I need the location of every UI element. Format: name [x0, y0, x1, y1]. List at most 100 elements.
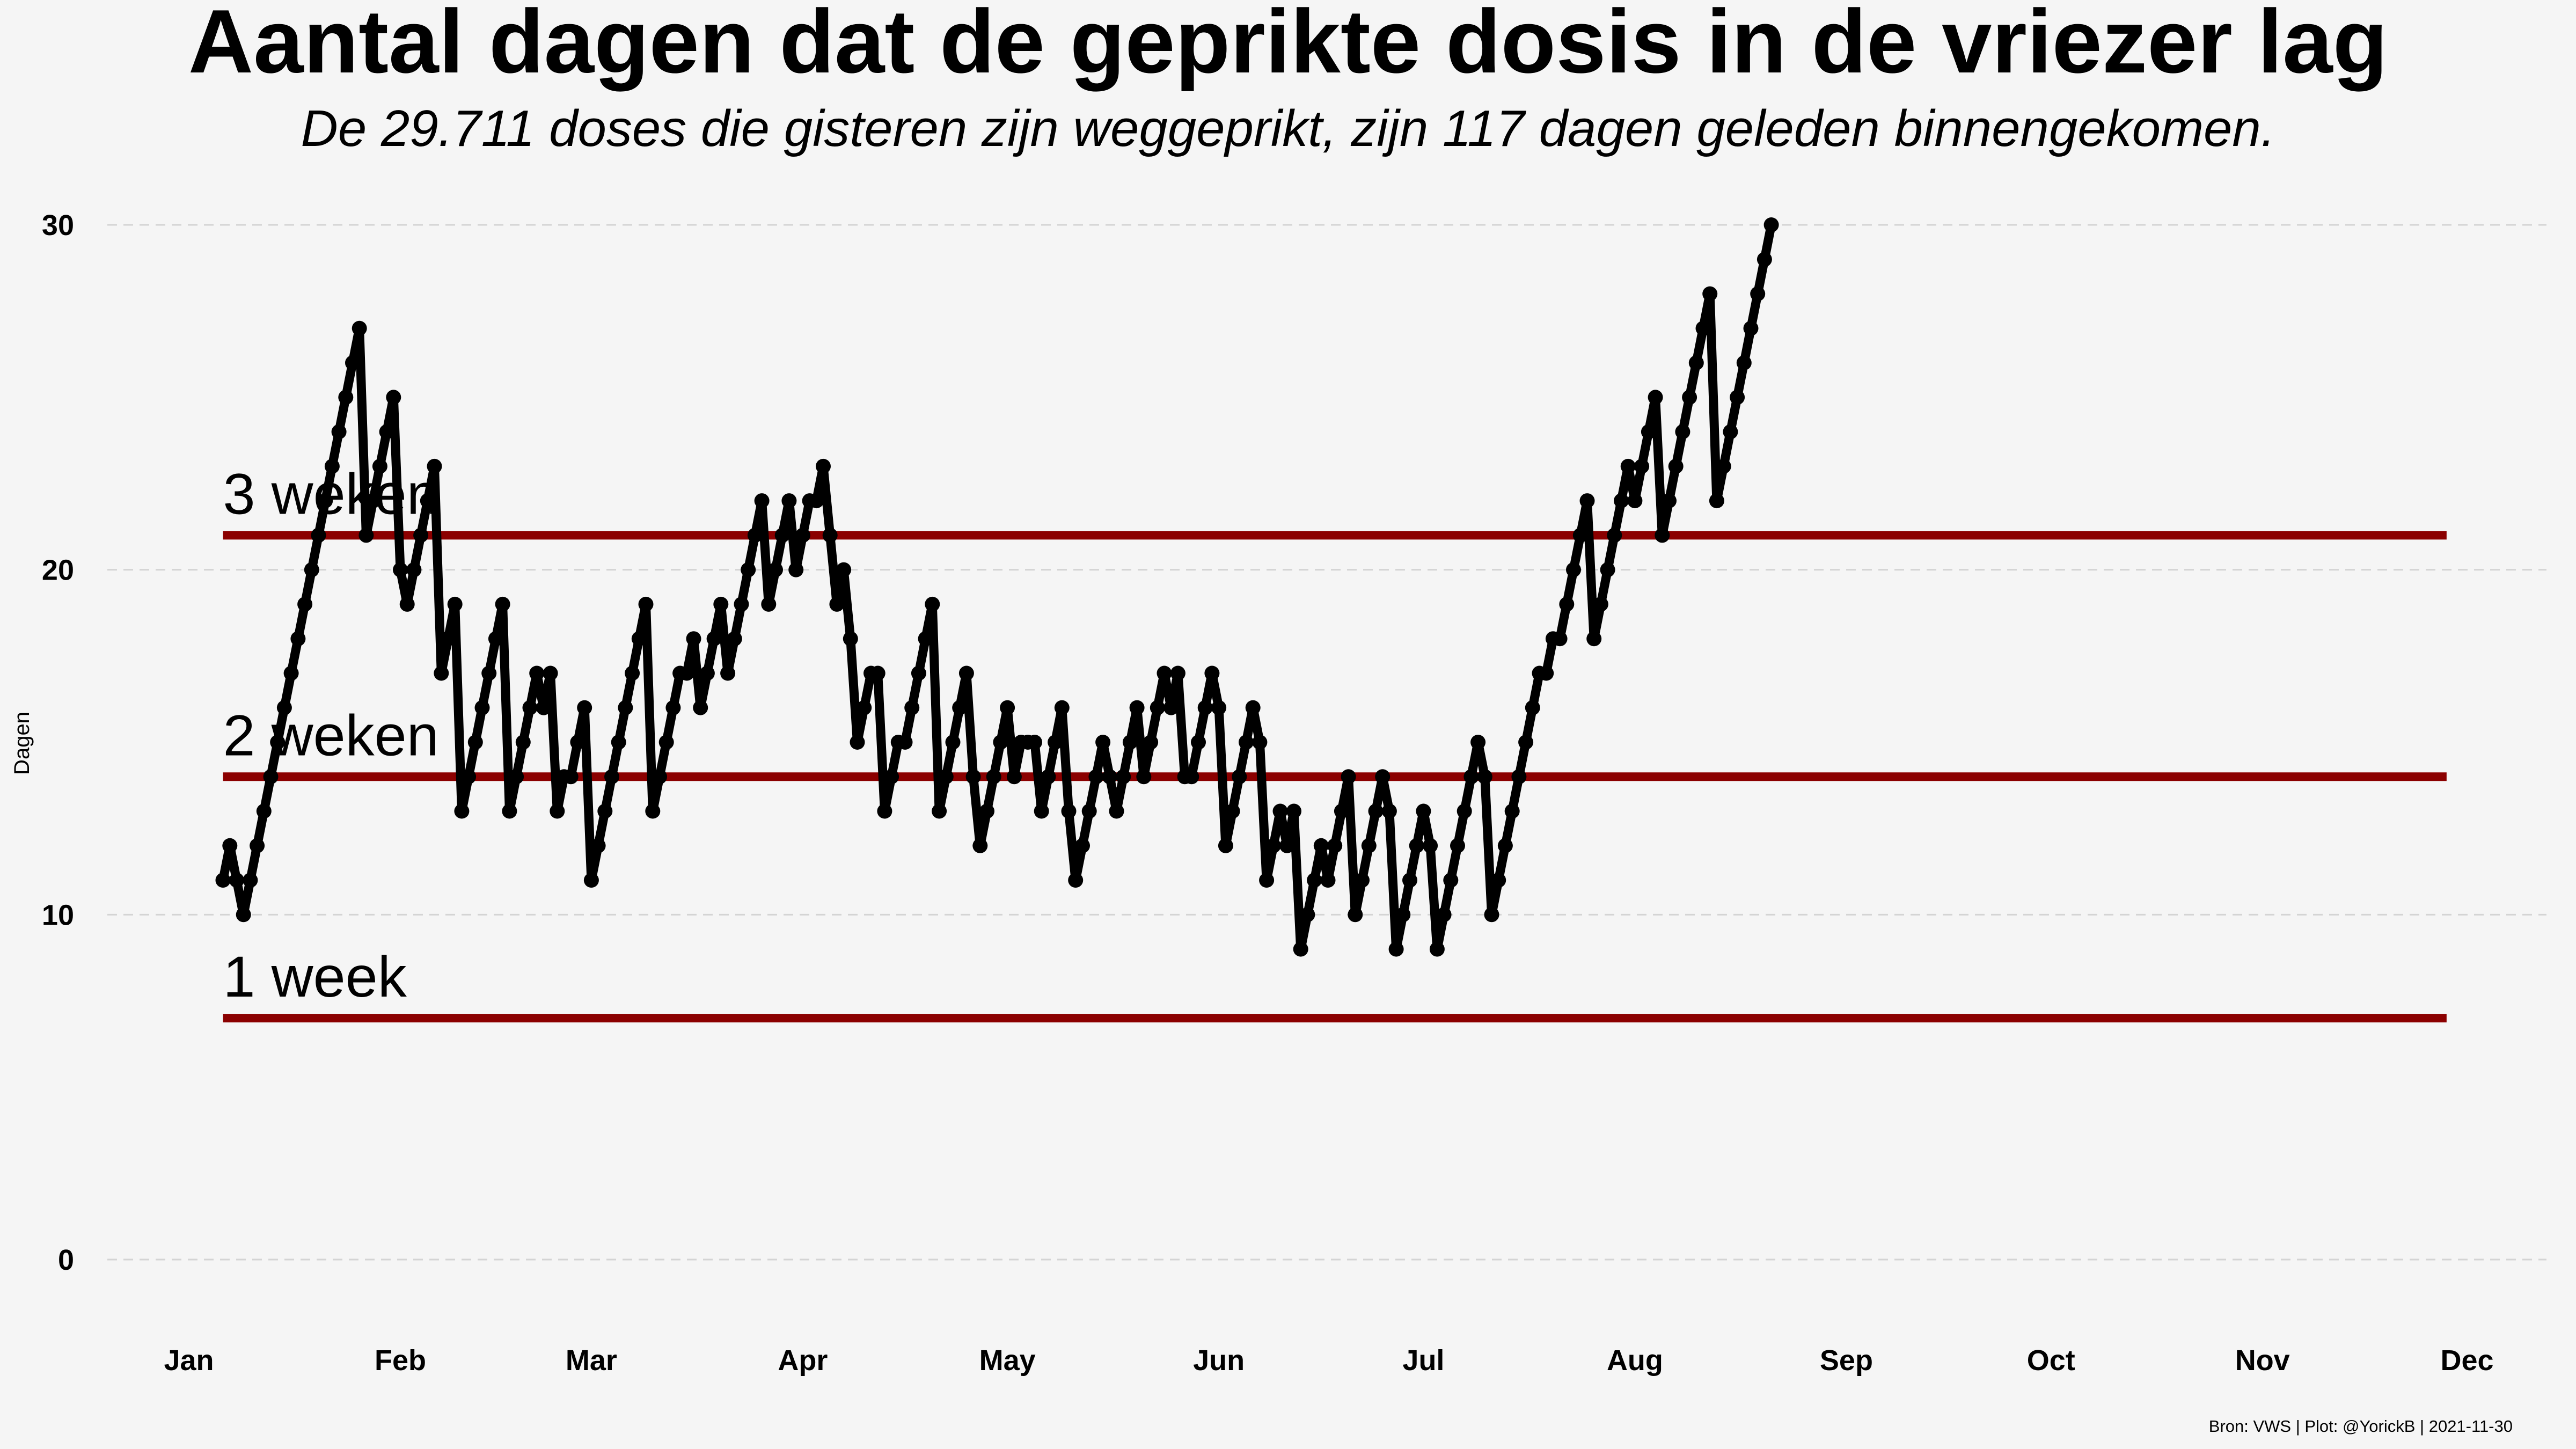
- data-point-17: [331, 424, 347, 440]
- data-point-75: [727, 631, 742, 647]
- data-point-182: [1457, 803, 1472, 819]
- data-point-59: [618, 700, 633, 715]
- data-point-58: [611, 735, 626, 750]
- data-point-115: [1000, 700, 1015, 715]
- data-point-106: [938, 769, 954, 785]
- data-point-184: [1470, 735, 1486, 750]
- y-tick-label-30: 30: [42, 209, 74, 241]
- data-point-110: [965, 769, 981, 785]
- data-point-208: [1634, 458, 1650, 474]
- data-point-209: [1641, 424, 1656, 440]
- x-tick-label-apr: Apr: [778, 1344, 828, 1377]
- data-point-194: [1539, 665, 1554, 681]
- data-point-170: [1375, 769, 1391, 785]
- data-point-217: [1695, 320, 1711, 336]
- data-point-6: [256, 803, 272, 819]
- data-point-36: [461, 769, 477, 785]
- data-point-26: [393, 562, 408, 577]
- data-point-166: [1348, 907, 1363, 923]
- data-point-137: [1150, 700, 1165, 715]
- data-point-171: [1381, 803, 1397, 819]
- data-point-148: [1225, 803, 1240, 819]
- data-point-176: [1416, 803, 1431, 819]
- data-point-57: [604, 769, 619, 785]
- data-point-111: [972, 838, 988, 853]
- data-point-183: [1463, 769, 1479, 785]
- data-point-105: [932, 803, 947, 819]
- data-point-37: [467, 735, 483, 750]
- data-point-7: [263, 769, 279, 785]
- x-tick-label-oct: Oct: [2027, 1344, 2075, 1377]
- data-point-221: [1723, 424, 1738, 440]
- data-point-120: [1034, 803, 1049, 819]
- data-point-11: [290, 631, 306, 647]
- data-point-73: [713, 596, 729, 612]
- data-point-189: [1504, 803, 1520, 819]
- data-point-92: [843, 631, 858, 647]
- data-point-210: [1648, 390, 1663, 405]
- data-point-203: [1600, 562, 1615, 577]
- data-point-224: [1743, 320, 1759, 336]
- data-point-33: [441, 631, 456, 647]
- data-point-130: [1102, 769, 1117, 785]
- data-point-108: [952, 700, 968, 715]
- data-point-154: [1265, 838, 1281, 853]
- data-point-78: [747, 528, 763, 543]
- data-point-28: [406, 562, 422, 577]
- data-point-101: [904, 700, 920, 715]
- data-point-30: [420, 493, 435, 509]
- data-point-43: [509, 769, 524, 785]
- x-tick-label-dec: Dec: [2440, 1344, 2493, 1377]
- data-point-188: [1497, 838, 1513, 853]
- data-point-144: [1197, 700, 1213, 715]
- data-point-44: [515, 735, 531, 750]
- data-point-168: [1361, 838, 1377, 853]
- data-point-163: [1327, 838, 1343, 853]
- data-point-46: [529, 665, 545, 681]
- data-point-0: [215, 873, 231, 888]
- data-point-32: [434, 665, 449, 681]
- data-point-23: [372, 458, 387, 474]
- data-point-87: [809, 493, 824, 509]
- data-point-223: [1736, 355, 1752, 371]
- data-point-177: [1423, 838, 1438, 853]
- data-point-113: [986, 769, 1001, 785]
- data-point-213: [1668, 458, 1684, 474]
- data-point-82: [774, 528, 790, 543]
- data-point-91: [836, 562, 852, 577]
- data-point-157: [1286, 803, 1301, 819]
- data-point-175: [1409, 838, 1424, 853]
- data-point-66: [665, 700, 681, 715]
- x-tick-label-jun: Jun: [1193, 1344, 1245, 1377]
- data-point-216: [1688, 355, 1704, 371]
- data-point-35: [454, 803, 470, 819]
- data-point-219: [1709, 493, 1724, 509]
- data-point-9: [276, 700, 292, 715]
- data-point-126: [1075, 838, 1090, 853]
- data-point-96: [870, 665, 885, 681]
- data-point-220: [1716, 458, 1731, 474]
- y-axis-label: Dagen: [10, 712, 34, 775]
- data-point-158: [1293, 941, 1308, 957]
- data-point-25: [386, 390, 401, 405]
- data-point-12: [297, 596, 313, 612]
- data-point-142: [1184, 769, 1199, 785]
- data-point-45: [522, 700, 538, 715]
- data-point-41: [495, 596, 510, 612]
- y-tick-label-0: 0: [58, 1244, 74, 1276]
- data-point-55: [590, 838, 606, 853]
- data-point-90: [829, 596, 845, 612]
- data-point-211: [1655, 528, 1670, 543]
- data-point-34: [447, 596, 463, 612]
- data-point-63: [645, 803, 661, 819]
- reference-label-1: 1 week: [223, 944, 407, 1009]
- x-tick-label-feb: Feb: [375, 1344, 426, 1377]
- data-point-31: [427, 458, 442, 474]
- data-point-165: [1341, 769, 1356, 785]
- data-point-4: [243, 873, 258, 888]
- data-point-112: [979, 803, 994, 819]
- data-point-70: [693, 700, 708, 715]
- data-point-40: [488, 631, 503, 647]
- data-point-74: [720, 665, 736, 681]
